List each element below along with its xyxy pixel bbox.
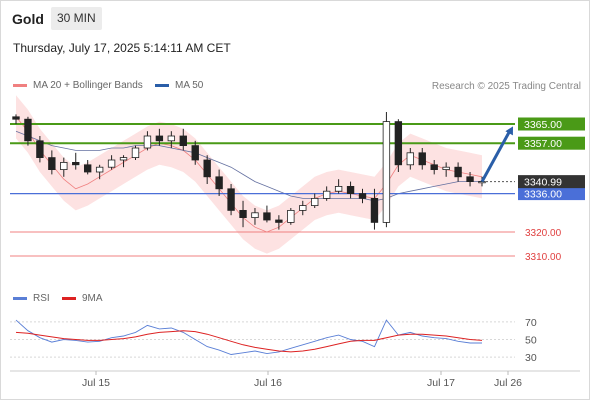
level-badge-3336.00 — [518, 187, 585, 201]
candle-body — [60, 161, 68, 170]
candle-body — [466, 176, 474, 183]
ma20-line — [15, 116, 483, 233]
candle-body — [442, 166, 450, 170]
candle-body — [24, 118, 32, 142]
forecast-arrow-head — [505, 126, 513, 136]
legend-rsi-ma-swatch — [62, 296, 76, 300]
rsi-ma-line — [15, 330, 483, 353]
candle-body — [394, 121, 403, 166]
legend-rsi-swatch — [13, 296, 27, 300]
candle-body — [95, 166, 104, 173]
candle-body — [346, 185, 355, 194]
rsi-tick-label: 70 — [525, 317, 537, 329]
candle-body — [119, 157, 128, 161]
level-label-3365.00: 3365.00 — [524, 119, 562, 131]
candle-body — [12, 116, 20, 120]
legend-ma50: MA 50 — [155, 80, 203, 91]
chart-header: Gold 30 MIN — [0, 0, 590, 38]
rsi-line — [15, 319, 482, 355]
candle-body — [287, 209, 295, 223]
candle-body — [311, 197, 319, 206]
candle-body — [191, 145, 199, 161]
candle-body — [84, 164, 92, 173]
candle-body — [418, 152, 426, 166]
legend-rsi-ma: 9MA — [62, 293, 103, 304]
legend-bollinger-label: MA 20 + Bollinger Bands — [33, 80, 143, 91]
candle-body — [48, 157, 56, 171]
last-price-badge — [518, 175, 585, 189]
chart-datetime: Thursday, July 17, 2025 5:14:11 AM CET — [13, 41, 231, 55]
candle-body — [454, 166, 462, 178]
x-tick-label: Jul 26 — [494, 377, 522, 389]
level-label-3310.00: 3310.00 — [525, 252, 562, 263]
candle-body — [382, 121, 391, 223]
candle-body — [299, 205, 307, 211]
last-price-label: 3340.99 — [524, 177, 562, 189]
legend-rsi-ma-label: 9MA — [82, 293, 103, 304]
candle-body — [72, 161, 80, 166]
legend-bollinger: MA 20 + Bollinger Bands — [13, 80, 143, 91]
x-tick-label: Jul 16 — [254, 377, 282, 389]
candle-body — [215, 176, 223, 190]
candle-body — [430, 164, 438, 171]
level-badge-3357.00 — [518, 136, 585, 150]
candle-body — [167, 135, 176, 142]
level-label-3336.00: 3336.00 — [524, 189, 562, 201]
forecast-arrow-shaft — [480, 131, 511, 183]
candle-body — [334, 185, 343, 192]
candle-body — [358, 193, 367, 199]
legend-rsi-label: RSI — [33, 293, 50, 304]
candle-body — [322, 190, 331, 199]
research-credit: Research © 2025 Trading Central — [431, 81, 581, 92]
candle-body — [179, 135, 187, 146]
legend-rsi: RSI — [13, 293, 50, 304]
candle-body — [203, 159, 211, 178]
legend-ma50-label: MA 50 — [175, 80, 204, 91]
candle-body — [227, 188, 235, 211]
bollinger-band — [16, 95, 482, 254]
candle-body — [406, 152, 414, 166]
legend-bollinger-swatch — [13, 83, 27, 87]
candle-body — [275, 219, 283, 223]
candle-body — [143, 135, 152, 149]
level-badge-3365.00 — [518, 117, 585, 131]
symbol-name: Gold — [12, 11, 44, 27]
timeframe-badge[interactable]: 30 MIN — [51, 7, 102, 30]
candle-body — [263, 212, 271, 221]
candle-body — [155, 135, 164, 142]
candle-body — [107, 159, 116, 168]
level-label-3320.00: 3320.00 — [525, 228, 562, 239]
candle-body — [370, 197, 379, 223]
x-tick-label: Jul 17 — [427, 377, 455, 389]
candle-body — [478, 181, 486, 184]
x-tick-label: Jul 15 — [82, 377, 110, 389]
ma50-line — [15, 130, 482, 202]
rsi-tick-label: 50 — [525, 335, 537, 347]
legend-ma50-swatch — [155, 83, 169, 87]
level-label-3357.00: 3357.00 — [524, 138, 562, 150]
candle-body — [36, 140, 44, 159]
candle-body — [239, 209, 247, 218]
candle-body — [251, 212, 259, 219]
rsi-tick-label: 30 — [525, 352, 537, 364]
candle-body — [131, 147, 140, 158]
